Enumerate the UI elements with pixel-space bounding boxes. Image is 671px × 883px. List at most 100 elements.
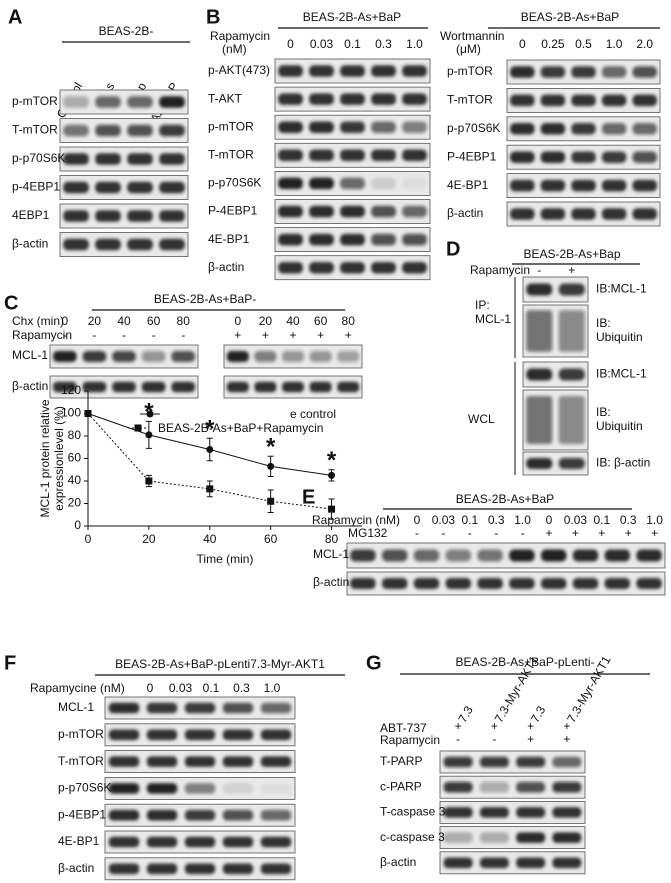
band <box>601 66 627 78</box>
band <box>254 350 277 363</box>
band <box>52 381 77 393</box>
panel-label: C <box>4 292 18 314</box>
time: 20 <box>259 314 273 328</box>
time: 40 <box>286 314 300 328</box>
band <box>526 368 553 381</box>
band <box>443 807 473 818</box>
band <box>371 121 396 133</box>
ib-label: Ubiquitin <box>596 330 643 344</box>
band <box>571 94 596 107</box>
dose: 0.03 <box>310 37 334 51</box>
band <box>601 123 627 135</box>
band <box>509 549 535 562</box>
band <box>601 179 627 192</box>
dose: 0.03 <box>564 513 588 527</box>
band <box>571 123 596 135</box>
band <box>159 210 185 222</box>
sign: - <box>122 328 126 342</box>
band <box>571 179 596 192</box>
band <box>540 151 566 163</box>
legend-marker <box>146 410 154 418</box>
panel-label: F <box>4 652 16 674</box>
band <box>127 238 153 251</box>
x-tick-label: 20 <box>142 532 156 546</box>
dose: 0.3 <box>488 513 505 527</box>
band <box>479 857 509 869</box>
band <box>108 809 140 821</box>
band <box>479 756 509 768</box>
sign: + <box>563 732 570 746</box>
band <box>309 381 332 393</box>
blot <box>346 571 666 596</box>
y-axis-label: MCL-1 protein relative <box>38 399 52 517</box>
band <box>445 577 472 590</box>
band <box>402 149 427 162</box>
ib-label: IB:MCL-1 <box>596 367 647 381</box>
band <box>108 783 140 794</box>
group-label: WCL <box>468 412 495 426</box>
band <box>222 836 254 848</box>
band <box>558 368 585 381</box>
marker <box>328 505 336 513</box>
band <box>558 457 585 470</box>
row-label: P-4EBP1 <box>447 149 497 163</box>
dose: 1.0 <box>646 513 663 527</box>
row-label: p-mTOR <box>447 64 493 78</box>
band <box>601 208 627 220</box>
row-label: p-AKT(473) <box>208 63 270 77</box>
x-tick-label: 0 <box>85 532 92 546</box>
band <box>278 121 303 133</box>
band <box>226 381 249 393</box>
band <box>632 66 657 78</box>
band <box>604 577 631 590</box>
row-label: p-4EBP1 <box>58 807 106 821</box>
band <box>340 149 365 162</box>
band <box>63 153 89 165</box>
sign: + <box>572 526 579 540</box>
row-label: β-actin <box>12 237 48 251</box>
band <box>340 233 365 246</box>
band <box>402 177 427 190</box>
band <box>184 809 216 821</box>
blot <box>522 451 589 476</box>
band <box>159 181 185 194</box>
row-label: p-p70S6K <box>208 176 261 190</box>
row-label: β-actin <box>208 260 244 274</box>
row-label: T-mTOR <box>12 123 58 137</box>
legend-label: e control <box>290 407 336 421</box>
band <box>558 310 585 352</box>
band <box>636 577 662 590</box>
dose: 0 <box>147 681 154 695</box>
band <box>540 94 566 107</box>
band <box>63 124 89 137</box>
band <box>309 65 334 77</box>
cell-line: BEAS-2B-As+BaP-pLenti7.3-Myr-AKT1 <box>115 657 325 671</box>
band <box>108 836 140 848</box>
band <box>571 208 596 220</box>
band <box>632 94 657 107</box>
band <box>381 577 408 590</box>
band <box>309 350 332 363</box>
band <box>127 153 153 165</box>
panel-label: G <box>366 652 382 674</box>
marker <box>84 410 92 417</box>
band <box>184 729 216 741</box>
band <box>443 756 473 768</box>
ib-label: IB: <box>596 316 611 330</box>
row-label: 4EBP1 <box>12 208 50 222</box>
band <box>309 233 334 246</box>
band <box>63 96 89 108</box>
row-label: β-actin <box>313 575 349 589</box>
band <box>540 549 567 562</box>
x-tick-label: 60 <box>264 532 278 546</box>
time: 20 <box>88 314 102 328</box>
group-label: MCL-1 <box>475 312 511 326</box>
sign: + <box>234 328 241 342</box>
row-label: β-actin <box>12 379 48 393</box>
row-label: p-p70S6K <box>58 781 111 795</box>
row-label: p-4EBP1 <box>12 180 60 194</box>
band <box>281 381 305 393</box>
group-label: IP: <box>475 298 490 312</box>
band <box>340 65 365 77</box>
band <box>572 577 599 590</box>
